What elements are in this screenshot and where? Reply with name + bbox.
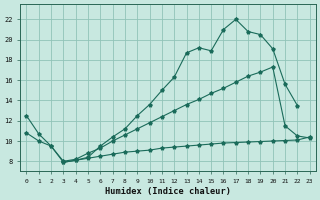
- X-axis label: Humidex (Indice chaleur): Humidex (Indice chaleur): [105, 187, 231, 196]
